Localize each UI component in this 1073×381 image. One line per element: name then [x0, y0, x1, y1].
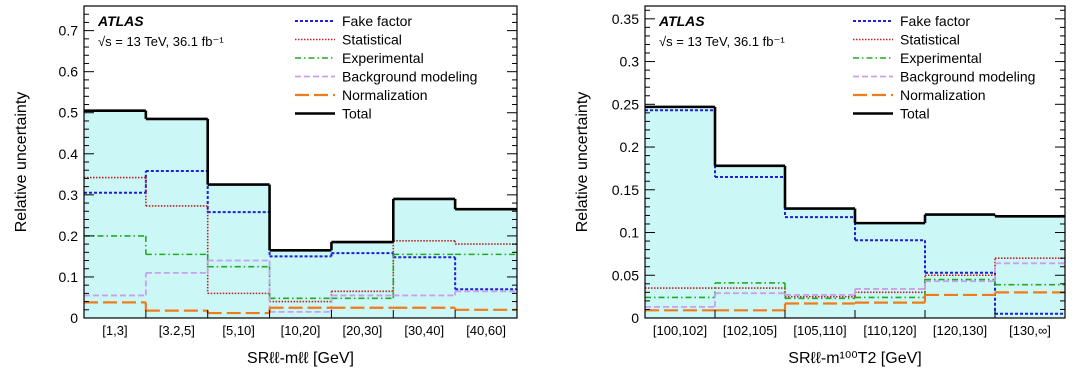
- legend-label: Experimental: [900, 50, 982, 66]
- energy-lumi-label: √s = 13 TeV, 36.1 fb⁻¹: [98, 34, 224, 49]
- y-tick-label: 0: [70, 310, 78, 326]
- legend: Fake factor Statistical Experimental Backgr…: [295, 13, 477, 122]
- legend-label: Total: [900, 106, 930, 122]
- legend-label: Background modeling: [342, 69, 477, 85]
- legend-item: Experimental: [295, 50, 424, 66]
- y-tick-label: 0.2: [59, 228, 79, 244]
- legend-label: Total: [342, 106, 372, 122]
- series-total: [84, 109, 517, 252]
- y-tick-label: 0: [631, 310, 639, 326]
- legend-label: Normalization: [900, 87, 986, 103]
- y-tick-label: 0.7: [59, 23, 79, 39]
- series-total: [645, 105, 1065, 225]
- series-normalization: [84, 301, 517, 315]
- y-tick-label: 0.5: [59, 105, 79, 121]
- x-tick-label: [130,∞]: [1009, 323, 1051, 338]
- x-tick-label: [110,120]: [863, 323, 916, 338]
- legend-item: Normalization: [853, 87, 986, 103]
- x-tick-label: [100,102]: [653, 323, 707, 338]
- total-fill-area: [84, 110, 517, 319]
- series-background-modeling: [645, 262, 1065, 308]
- legend-label: Fake factor: [900, 13, 970, 29]
- x-tick-label: [30,40]: [404, 323, 444, 338]
- y-tick-label: 0.3: [620, 54, 640, 70]
- y-tick-label: 0.2: [620, 139, 640, 155]
- y-tick-label: 0.6: [59, 64, 79, 80]
- y-tick-label: 0.4: [59, 146, 79, 162]
- x-tick-label: [120,130]: [933, 323, 987, 338]
- legend-label: Statistical: [342, 32, 402, 48]
- x-tick-label: [3.2,5]: [159, 323, 195, 338]
- legend-label: Fake factor: [342, 13, 412, 29]
- y-tick-label: 0.25: [612, 96, 639, 112]
- x-tick-label: [105,110]: [793, 323, 846, 338]
- x-axis-title: SRℓℓ-mℓℓ [GeV]: [247, 350, 354, 367]
- y-axis-title: Relative uncertainty: [574, 92, 591, 233]
- legend-item: Fake factor: [853, 13, 970, 29]
- series-normalization: [645, 291, 1065, 312]
- y-tick-label: 0.15: [612, 182, 639, 198]
- y-axis-title: Relative uncertainty: [13, 92, 30, 233]
- legend-label: Experimental: [342, 50, 424, 66]
- x-tick-label: [102,105]: [723, 323, 777, 338]
- x-tick-label: [40,60]: [466, 323, 506, 338]
- legend-item: Total: [853, 106, 930, 122]
- legend-item: Total: [295, 106, 372, 122]
- legend-label: Background modeling: [900, 69, 1035, 85]
- y-tick-label: 0.35: [612, 11, 639, 27]
- legend: Fake factor Statistical Experimental Backgr…: [853, 13, 1035, 122]
- energy-lumi-label: √s = 13 TeV, 36.1 fb⁻¹: [659, 34, 785, 49]
- series-experimental: [84, 235, 517, 300]
- legend-item: Background modeling: [853, 69, 1035, 85]
- y-tick-label: 0.3: [59, 187, 79, 203]
- legend-item: Statistical: [853, 32, 960, 48]
- y-tick-label: 0.1: [620, 225, 640, 241]
- y-tick-label: 0.1: [59, 269, 79, 285]
- legend-item: Statistical: [295, 32, 402, 48]
- legend-item: Background modeling: [295, 69, 477, 85]
- x-tick-label: [20,30]: [342, 323, 382, 338]
- chart-panel-1: 0 0.1 0.2 0.3 0.4 0.5 0.6 0.7 [1,3] [3.2,5] [5,10]…: [13, 5, 518, 367]
- legend-label: Statistical: [900, 32, 960, 48]
- series-background-modeling: [84, 259, 517, 313]
- y-tick-label: 0.05: [612, 267, 639, 283]
- x-axis-title: SRℓℓ-m¹⁰⁰T2 [GeV]: [788, 350, 921, 367]
- chart-panel-2: 0 0.05 0.1 0.15 0.2 0.25 0.3 0.35 [100,102] [102,…: [574, 5, 1066, 367]
- x-tick-label: [10,20]: [281, 323, 321, 338]
- legend-item: Fake factor: [295, 13, 412, 29]
- x-tick-label: [5,10]: [222, 323, 255, 338]
- legend-item: Experimental: [853, 50, 982, 66]
- atlas-label: ATLAS: [97, 13, 144, 29]
- x-tick-label: [1,3]: [102, 323, 127, 338]
- atlas-label: ATLAS: [658, 13, 705, 29]
- legend-label: Normalization: [342, 87, 428, 103]
- series-statistical: [84, 176, 517, 303]
- legend-item: Normalization: [295, 87, 428, 103]
